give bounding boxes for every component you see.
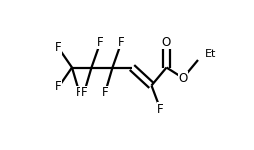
Text: Et: Et	[204, 49, 215, 59]
Text: O: O	[178, 72, 187, 84]
Text: F: F	[156, 103, 163, 116]
Text: F: F	[76, 87, 83, 99]
Text: F: F	[55, 81, 61, 93]
Text: F: F	[118, 36, 124, 48]
Text: O: O	[161, 36, 170, 48]
Text: F: F	[55, 42, 61, 54]
Text: F: F	[101, 87, 108, 99]
Text: F: F	[80, 87, 87, 99]
Text: F: F	[97, 36, 103, 48]
